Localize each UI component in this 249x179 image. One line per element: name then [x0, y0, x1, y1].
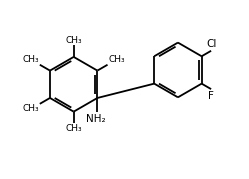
Text: CH₃: CH₃: [23, 55, 39, 64]
Text: CH₃: CH₃: [108, 55, 125, 64]
Text: CH₃: CH₃: [23, 104, 39, 113]
Text: CH₃: CH₃: [65, 124, 82, 133]
Text: Cl: Cl: [206, 39, 216, 49]
Text: NH₂: NH₂: [86, 114, 106, 124]
Text: F: F: [208, 91, 214, 101]
Text: CH₃: CH₃: [65, 36, 82, 45]
